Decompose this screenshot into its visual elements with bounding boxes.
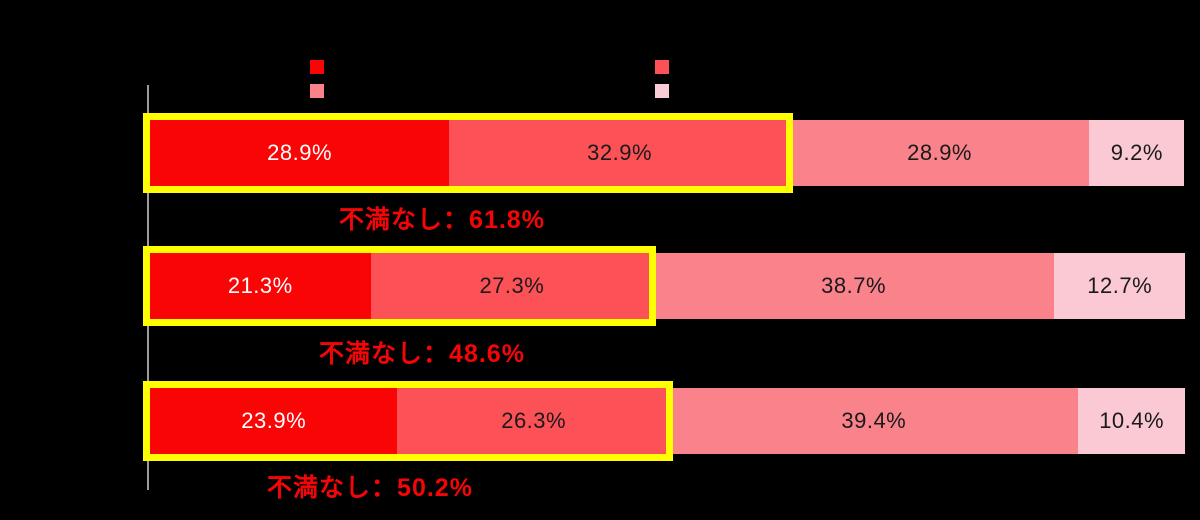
highlight-box-row-2	[143, 246, 657, 326]
annotation-row-2: 不満なし：48.6%	[319, 340, 525, 368]
bar-row-1-segment-4: 9.2%	[1089, 120, 1185, 186]
segment-value-label: 23.9%	[241, 408, 307, 433]
bar-row-2-segment-2: 27.3%	[370, 253, 654, 319]
segment-value-label: 28.9%	[907, 140, 972, 165]
annotation-row-3: 不満なし：50.2%	[267, 474, 473, 502]
segment-value-label: 12.7%	[1087, 273, 1153, 298]
highlight-box-row-3	[143, 381, 673, 461]
annotation-row-1: 不満なし：61.8%	[339, 206, 545, 234]
segment-value-label: 32.9%	[587, 140, 653, 165]
legend-swatch-4	[655, 84, 669, 98]
legend-swatch-2	[655, 60, 669, 74]
segment-value-label: 26.3%	[501, 408, 567, 433]
bar-row-2-segment-3: 38.7%	[653, 253, 1054, 319]
bar-row-3-segment-2: 26.3%	[397, 388, 670, 454]
highlight-box-row-1	[143, 113, 793, 193]
segment-value-label: 21.3%	[227, 273, 293, 298]
segment-value-label: 9.2%	[1110, 140, 1163, 165]
segment-value-label: 27.3%	[479, 273, 545, 298]
bar-row-3-segment-1: 23.9%	[150, 388, 398, 454]
legend-swatch-3	[310, 84, 324, 98]
bar-row-1-segment-2: 32.9%	[449, 120, 790, 186]
bar-row-2-segment-4: 12.7%	[1053, 253, 1186, 319]
segment-value-label: 28.9%	[267, 140, 333, 165]
legend-swatch-1	[310, 60, 324, 74]
bar-row-2-segment-1: 21.3%	[150, 253, 371, 319]
bar-row-3-segment-4: 10.4%	[1077, 388, 1186, 454]
bar-row-1-segment-3: 28.9%	[789, 120, 1090, 186]
bar-row-1-segment-1: 28.9%	[150, 120, 450, 186]
bar-row-3-segment-3: 39.4%	[669, 388, 1078, 454]
segment-value-label: 39.4%	[841, 408, 907, 433]
segment-value-label: 38.7%	[821, 273, 887, 298]
segment-value-label: 10.4%	[1099, 408, 1165, 433]
